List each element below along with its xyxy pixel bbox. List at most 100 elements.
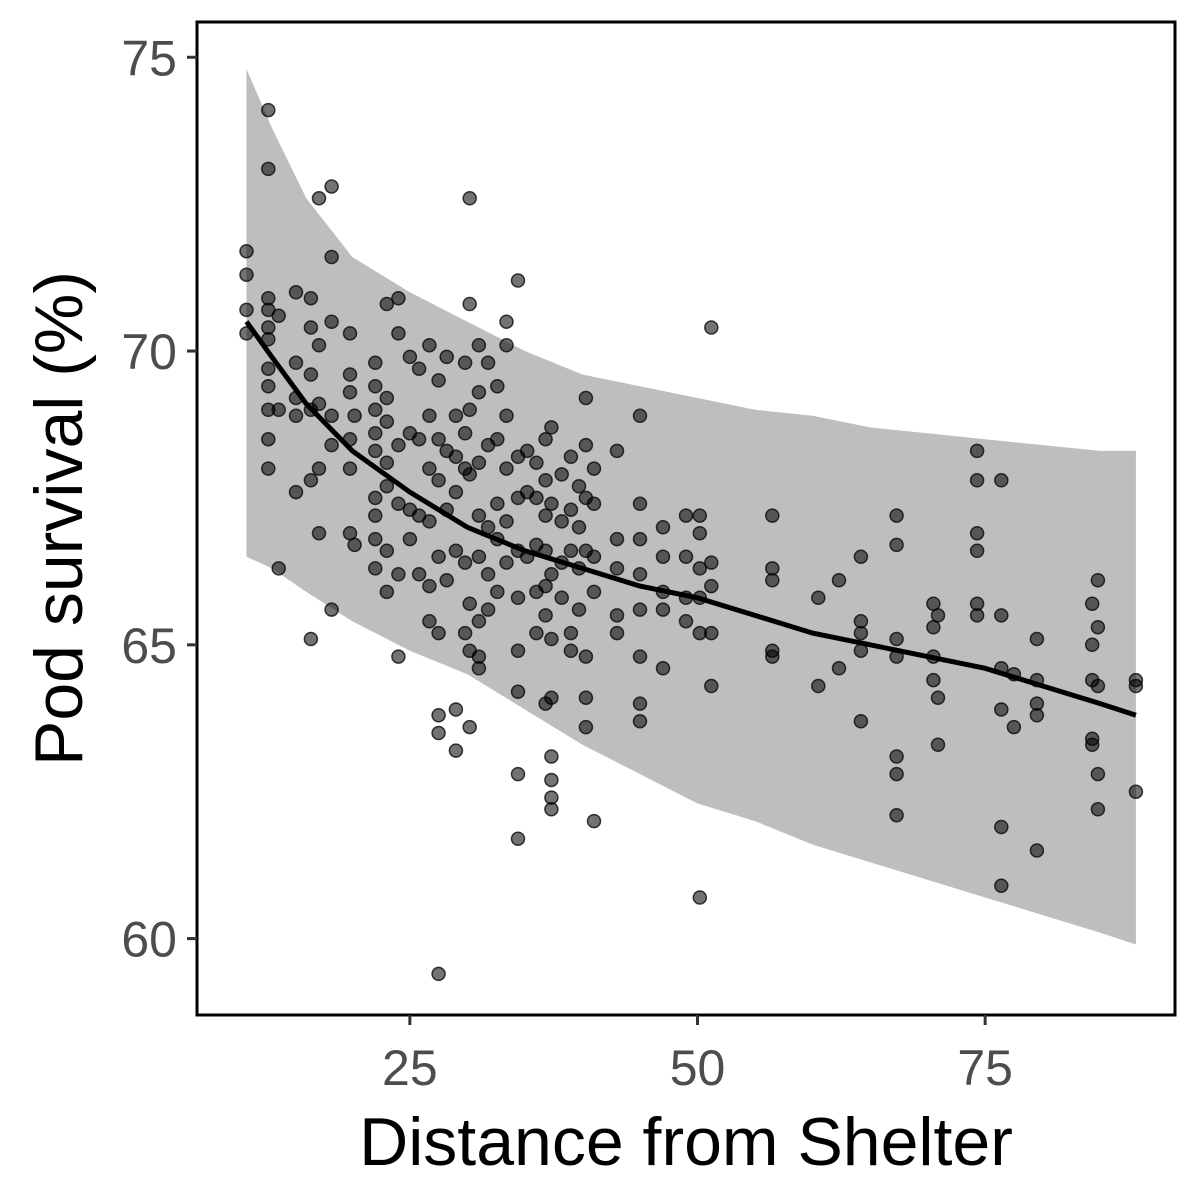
data-point <box>457 555 473 570</box>
data-point <box>462 719 477 735</box>
data-point <box>544 772 559 788</box>
data-point <box>490 496 505 512</box>
data-point <box>586 549 602 564</box>
data-point <box>439 349 454 365</box>
data-point <box>457 426 473 441</box>
data-point <box>471 337 487 353</box>
data-point <box>586 461 602 476</box>
data-point <box>303 473 319 488</box>
data-point <box>811 590 826 606</box>
data-point <box>471 549 487 564</box>
data-point <box>448 408 464 423</box>
data-point <box>889 807 904 823</box>
data-point <box>422 614 437 629</box>
data-point <box>480 355 496 371</box>
data-point <box>499 408 514 423</box>
data-point <box>930 690 946 705</box>
data-point <box>324 602 339 617</box>
data-point <box>490 379 505 394</box>
data-point <box>1090 619 1106 635</box>
data-point <box>586 584 602 600</box>
data-point <box>342 461 358 476</box>
data-point <box>1029 631 1045 647</box>
data-point <box>431 549 446 564</box>
data-point <box>544 631 559 647</box>
data-point <box>544 420 559 435</box>
data-point <box>462 191 477 206</box>
data-point <box>391 567 406 582</box>
data-point <box>538 578 553 594</box>
data-point <box>831 661 847 676</box>
data-point <box>563 502 579 517</box>
x-tick-label: 75 <box>957 1040 1013 1096</box>
data-point <box>1084 637 1100 653</box>
data-point <box>609 531 625 547</box>
data-point <box>632 531 648 547</box>
data-point <box>510 643 526 658</box>
x-tick-label: 25 <box>382 1040 438 1096</box>
data-point <box>391 649 406 664</box>
confidence-band <box>246 69 1136 945</box>
data-point <box>529 490 544 506</box>
data-point <box>632 713 648 729</box>
data-point <box>368 426 383 441</box>
data-point <box>457 355 473 371</box>
data-point <box>402 349 418 365</box>
data-point <box>431 725 446 741</box>
data-point <box>379 296 395 312</box>
data-point <box>347 408 362 423</box>
data-point <box>261 431 276 447</box>
y-tick-label: 65 <box>121 618 177 674</box>
data-point <box>499 314 514 329</box>
data-point <box>563 449 579 465</box>
data-point <box>347 537 362 553</box>
data-point <box>324 437 339 453</box>
data-point <box>889 766 904 782</box>
data-point <box>462 296 477 312</box>
data-point <box>303 367 319 382</box>
data-point <box>457 625 473 641</box>
data-point <box>510 590 526 606</box>
data-point <box>510 684 526 700</box>
data-point <box>499 461 514 476</box>
data-point <box>480 567 496 582</box>
data-point <box>692 525 708 541</box>
data-point <box>462 596 477 611</box>
data-point <box>239 302 254 318</box>
data-point <box>609 443 625 459</box>
data-point <box>510 766 526 782</box>
data-point <box>480 602 496 617</box>
data-point <box>439 572 454 588</box>
data-point <box>261 161 276 177</box>
y-tick-label: 70 <box>121 324 177 380</box>
data-points <box>239 102 1144 982</box>
data-point <box>261 102 276 118</box>
y-tick-label: 75 <box>121 30 177 86</box>
data-point <box>969 443 985 459</box>
data-point <box>578 649 594 664</box>
data-point <box>402 531 418 547</box>
data-point <box>311 396 327 412</box>
data-point <box>889 749 904 764</box>
data-point <box>261 461 276 476</box>
data-point <box>1090 678 1106 694</box>
data-point <box>994 473 1009 488</box>
data-point <box>1090 802 1106 817</box>
data-point <box>271 561 286 576</box>
data-point <box>288 408 304 423</box>
data-point <box>422 514 437 529</box>
data-point <box>969 525 985 541</box>
data-point <box>853 549 869 564</box>
data-point <box>379 390 395 406</box>
data-point <box>1006 719 1022 735</box>
data-point <box>853 713 869 729</box>
data-point <box>448 543 464 559</box>
data-point <box>554 590 569 606</box>
data-point <box>431 625 446 641</box>
data-point <box>632 496 648 512</box>
data-point <box>391 326 406 341</box>
data-point <box>655 661 671 676</box>
data-point <box>379 584 395 600</box>
data-point <box>632 649 648 664</box>
data-point <box>311 525 327 541</box>
